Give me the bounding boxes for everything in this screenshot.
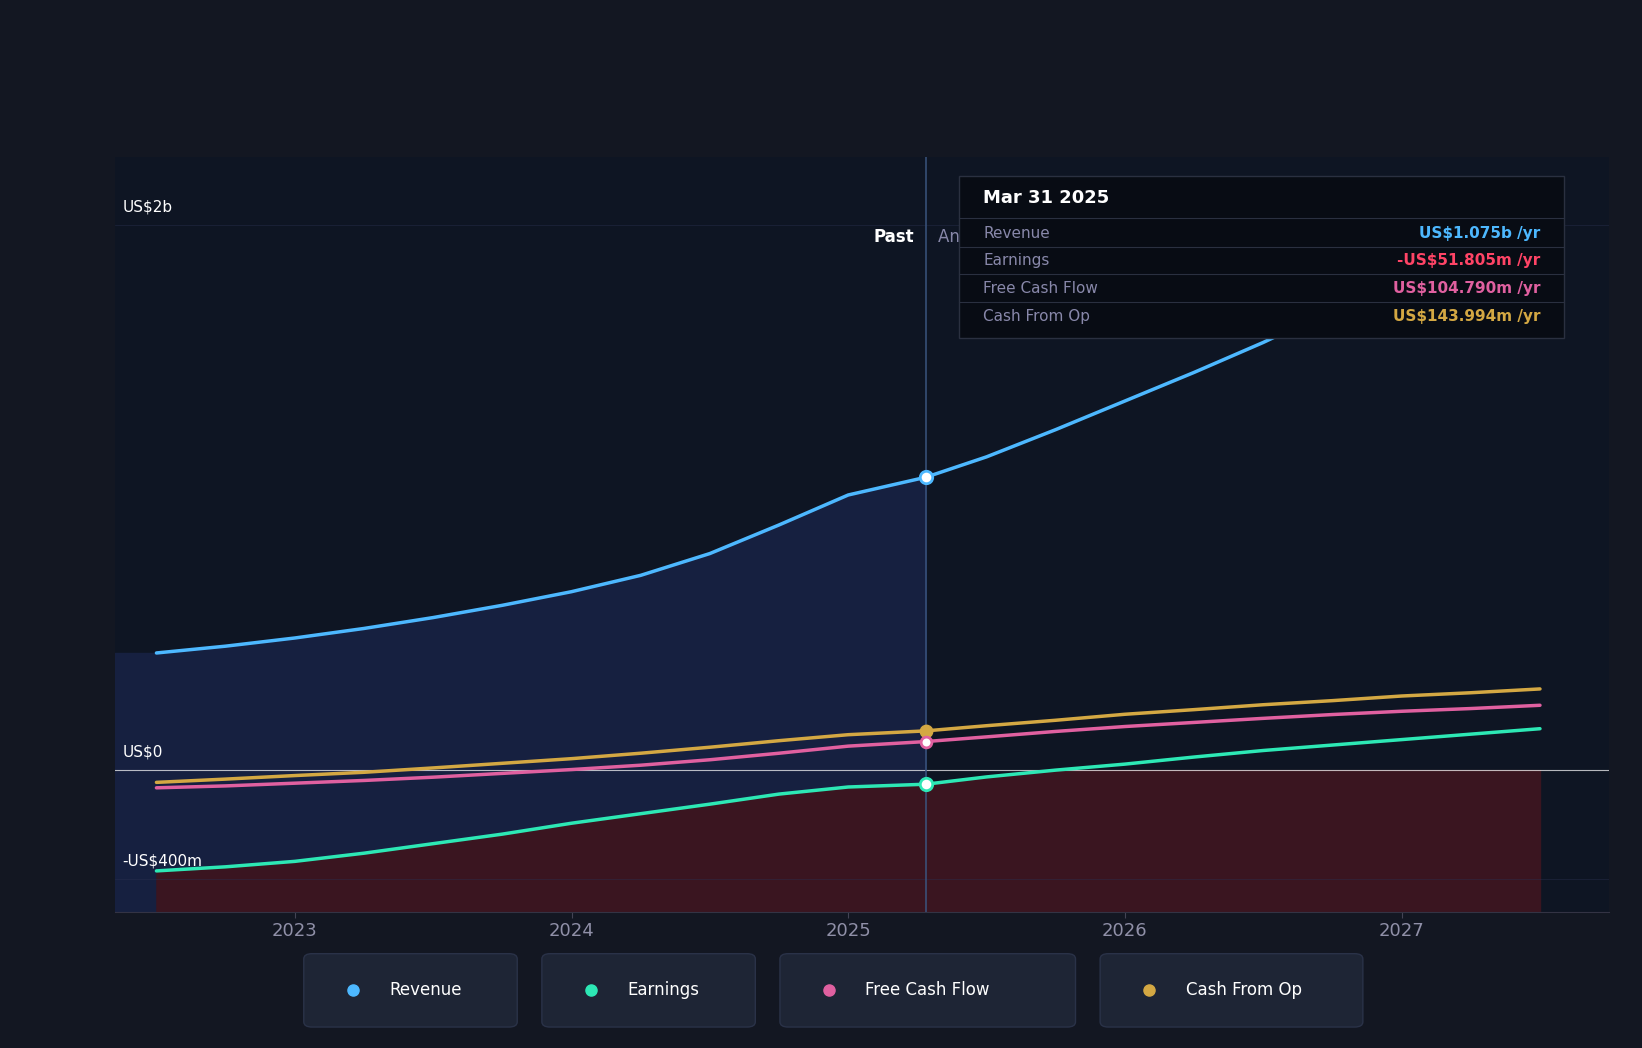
Text: Earnings: Earnings	[627, 981, 699, 1000]
FancyBboxPatch shape	[1100, 954, 1363, 1027]
Text: Free Cash Flow: Free Cash Flow	[865, 981, 990, 1000]
FancyBboxPatch shape	[959, 176, 1565, 339]
Text: Free Cash Flow: Free Cash Flow	[984, 281, 1098, 297]
Point	[913, 722, 939, 739]
Text: Mar 31 2025: Mar 31 2025	[984, 189, 1110, 208]
Text: US$143.994m /yr: US$143.994m /yr	[1392, 309, 1540, 324]
Text: Cash From Op: Cash From Op	[1186, 981, 1302, 1000]
Text: US$2b: US$2b	[123, 199, 172, 214]
Text: Revenue: Revenue	[984, 226, 1051, 241]
Text: US$1.075b /yr: US$1.075b /yr	[1419, 226, 1540, 241]
Text: Past: Past	[874, 227, 913, 245]
Text: Revenue: Revenue	[389, 981, 461, 1000]
FancyBboxPatch shape	[542, 954, 755, 1027]
Point	[913, 776, 939, 792]
Point	[913, 468, 939, 485]
Text: Analysts Forecasts: Analysts Forecasts	[938, 227, 1092, 245]
FancyBboxPatch shape	[780, 954, 1076, 1027]
Text: US$104.790m /yr: US$104.790m /yr	[1392, 281, 1540, 297]
Text: Cash From Op: Cash From Op	[984, 309, 1090, 324]
Point	[913, 734, 939, 750]
Text: Earnings: Earnings	[984, 254, 1049, 268]
FancyBboxPatch shape	[304, 954, 517, 1027]
Text: US$0: US$0	[123, 744, 163, 759]
Text: -US$51.805m /yr: -US$51.805m /yr	[1397, 254, 1540, 268]
Text: -US$400m: -US$400m	[123, 853, 202, 868]
